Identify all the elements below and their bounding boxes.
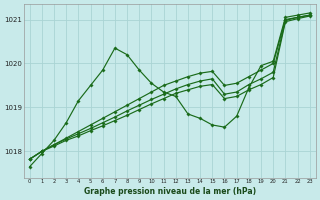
X-axis label: Graphe pression niveau de la mer (hPa): Graphe pression niveau de la mer (hPa) — [84, 187, 256, 196]
